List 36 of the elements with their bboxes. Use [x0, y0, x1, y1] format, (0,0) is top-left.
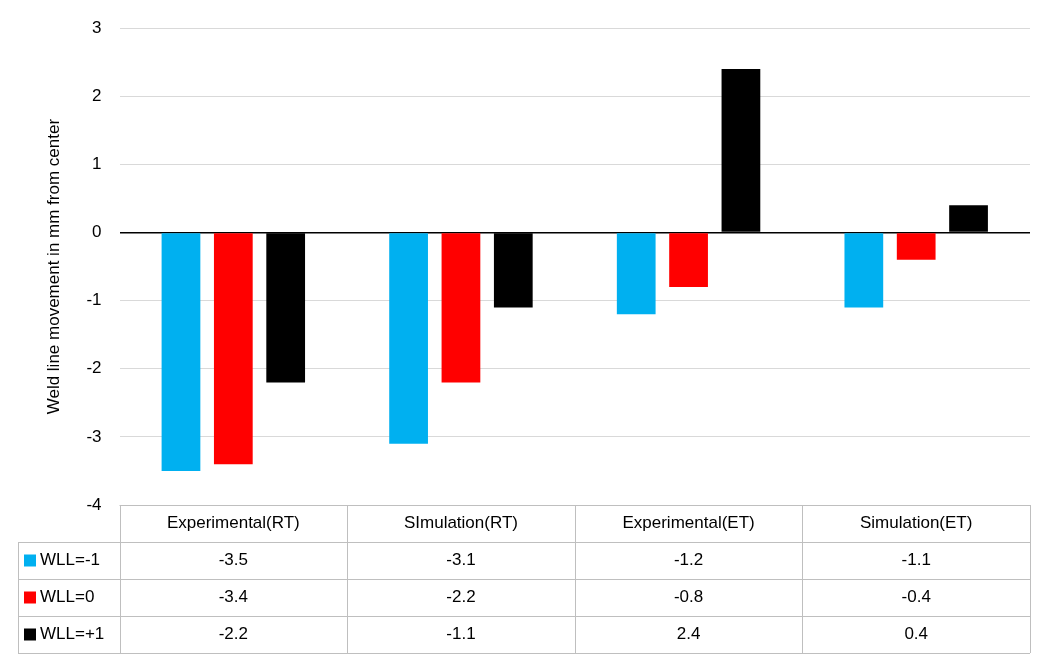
data-label: -3.4: [218, 587, 248, 607]
y-tick-label: -3: [86, 426, 102, 446]
bar: [161, 233, 201, 471]
y-tick-label: 3: [92, 17, 102, 37]
y-tick-label: -1: [86, 290, 102, 310]
y-tick-label: 1: [92, 154, 102, 174]
data-label: -1.1: [446, 624, 476, 644]
data-label: -2.2: [218, 624, 248, 644]
data-label: -3.5: [218, 550, 248, 570]
legend-label: WLL=-1: [40, 550, 100, 570]
x-tick-label: Experimental(RT): [166, 513, 300, 533]
data-label: -0.8: [673, 587, 704, 607]
bar: [896, 233, 936, 260]
bar: [844, 233, 884, 308]
bar: [389, 233, 428, 444]
y-tick-label: 2: [92, 86, 102, 105]
data-label: 2.4: [676, 624, 701, 644]
bar: [441, 233, 481, 383]
x-tick-label: SImulation(RT): [403, 513, 518, 533]
data-label: -3.1: [446, 550, 476, 570]
data-label: 0.4: [904, 624, 929, 644]
y-tick-label: -4: [86, 494, 102, 514]
bar: [616, 233, 656, 315]
data-label: -2.2: [446, 587, 476, 607]
y-tick-label: -2: [86, 358, 102, 378]
data-label: -0.4: [901, 587, 931, 607]
bar: [213, 233, 253, 465]
bar: [669, 233, 708, 288]
legend-label: WLL=+1: [40, 624, 105, 644]
x-tick-label: Simulation(ET): [859, 513, 973, 533]
y-axis-title: Weld line movement in mm from center: [43, 118, 63, 415]
y-tick-label: 0: [92, 222, 102, 242]
legend-label: WLL=0: [40, 587, 95, 607]
data-label: -1.2: [673, 550, 704, 570]
data-label: -1.1: [901, 550, 931, 570]
x-tick-label: Experimental(ET): [622, 513, 755, 533]
